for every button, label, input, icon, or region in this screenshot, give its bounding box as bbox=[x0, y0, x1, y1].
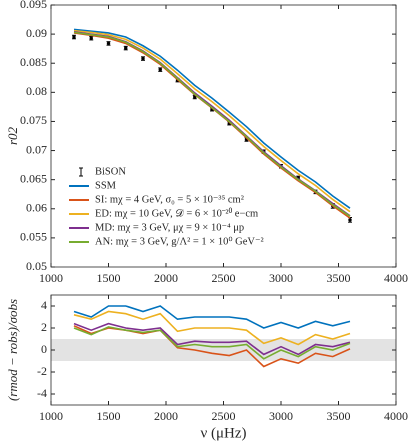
y-tick-label: 0.055 bbox=[20, 230, 47, 244]
error-bar bbox=[141, 56, 145, 61]
plot-frame bbox=[50, 4, 397, 268]
legend-label: BiSON bbox=[95, 166, 126, 177]
y-tick-label: 2 bbox=[41, 320, 47, 334]
x-tick-label: 3500 bbox=[327, 409, 351, 423]
y-tick-label: -4 bbox=[37, 386, 47, 400]
error-bar bbox=[123, 45, 128, 51]
x-tick-label: 3500 bbox=[327, 271, 351, 285]
series-line bbox=[73, 29, 351, 213]
y-tick-label: 0.085 bbox=[20, 55, 47, 69]
point bbox=[158, 67, 162, 72]
y-tick-label: 0.075 bbox=[20, 113, 47, 127]
y-tick-label: -2 bbox=[37, 364, 47, 378]
point bbox=[89, 36, 93, 40]
y-tick-label: 0.05 bbox=[26, 259, 47, 273]
series-line bbox=[73, 31, 351, 218]
plot-frame bbox=[50, 294, 397, 406]
shaded-band bbox=[51, 339, 396, 361]
error-bar bbox=[158, 67, 163, 72]
point bbox=[106, 41, 111, 46]
x-tick-label: 4000 bbox=[384, 271, 408, 285]
x-tick-label: 4000 bbox=[384, 409, 408, 423]
x-tick-label: 1500 bbox=[97, 271, 121, 285]
legend-label: SSM bbox=[95, 180, 117, 191]
point bbox=[348, 218, 352, 222]
x-tick-label: 2000 bbox=[154, 271, 178, 285]
x-tick-label: 2500 bbox=[212, 271, 236, 285]
series-line bbox=[73, 310, 351, 346]
y-tick-label: 0.065 bbox=[20, 171, 47, 185]
series-line bbox=[73, 322, 351, 356]
y-tick-label: 0.09 bbox=[26, 26, 47, 40]
x-axis-label: ν (μHz) bbox=[200, 425, 246, 441]
y-tick-label: 0.07 bbox=[26, 142, 47, 156]
y-tick-label: 4 bbox=[41, 298, 47, 312]
legend-label: ED: mχ = 10 GeV, 𝒟 = 6 × 10⁻²⁰ e−cm bbox=[95, 206, 258, 219]
x-tick-label: 1500 bbox=[97, 409, 121, 423]
error-bar bbox=[106, 41, 111, 46]
x-tick-label: 3000 bbox=[269, 271, 293, 285]
series-line bbox=[73, 305, 351, 329]
x-tick-label: 2500 bbox=[212, 409, 236, 423]
x-tick-label: 1000 bbox=[39, 409, 63, 423]
y-tick-label: 0.06 bbox=[26, 201, 47, 215]
point bbox=[72, 35, 76, 39]
legend-label: MD: mχ = 3 GeV, μχ = 9 × 10⁻⁴ μp bbox=[95, 222, 244, 233]
x-tick-label: 1000 bbox=[39, 271, 63, 285]
x-tick-label: 2000 bbox=[154, 409, 178, 423]
y-tick-label: 0.08 bbox=[26, 84, 47, 98]
series-line bbox=[73, 28, 351, 209]
error-bar bbox=[348, 217, 352, 223]
y-tick-label: 0 bbox=[41, 342, 47, 356]
series-line bbox=[73, 326, 351, 360]
y-axis-label: r02 bbox=[5, 126, 20, 145]
point bbox=[193, 95, 197, 99]
legend-label: SI: mχ = 4 GeV, σ₀ = 5 × 10⁻³⁵ cm² bbox=[95, 194, 244, 205]
y-tick-label: 0.095 bbox=[20, 0, 47, 11]
point bbox=[141, 56, 145, 61]
legend-label: AN: mχ = 3 GeV, g/Λ² = 1 × 10⁰ GeV⁻² bbox=[95, 235, 264, 247]
error-bar bbox=[89, 35, 94, 41]
point bbox=[124, 46, 128, 50]
x-tick-label: 3000 bbox=[269, 409, 293, 423]
error-bar bbox=[72, 34, 76, 40]
y-axis-label: (rmod − robs)/σobs bbox=[5, 299, 20, 401]
